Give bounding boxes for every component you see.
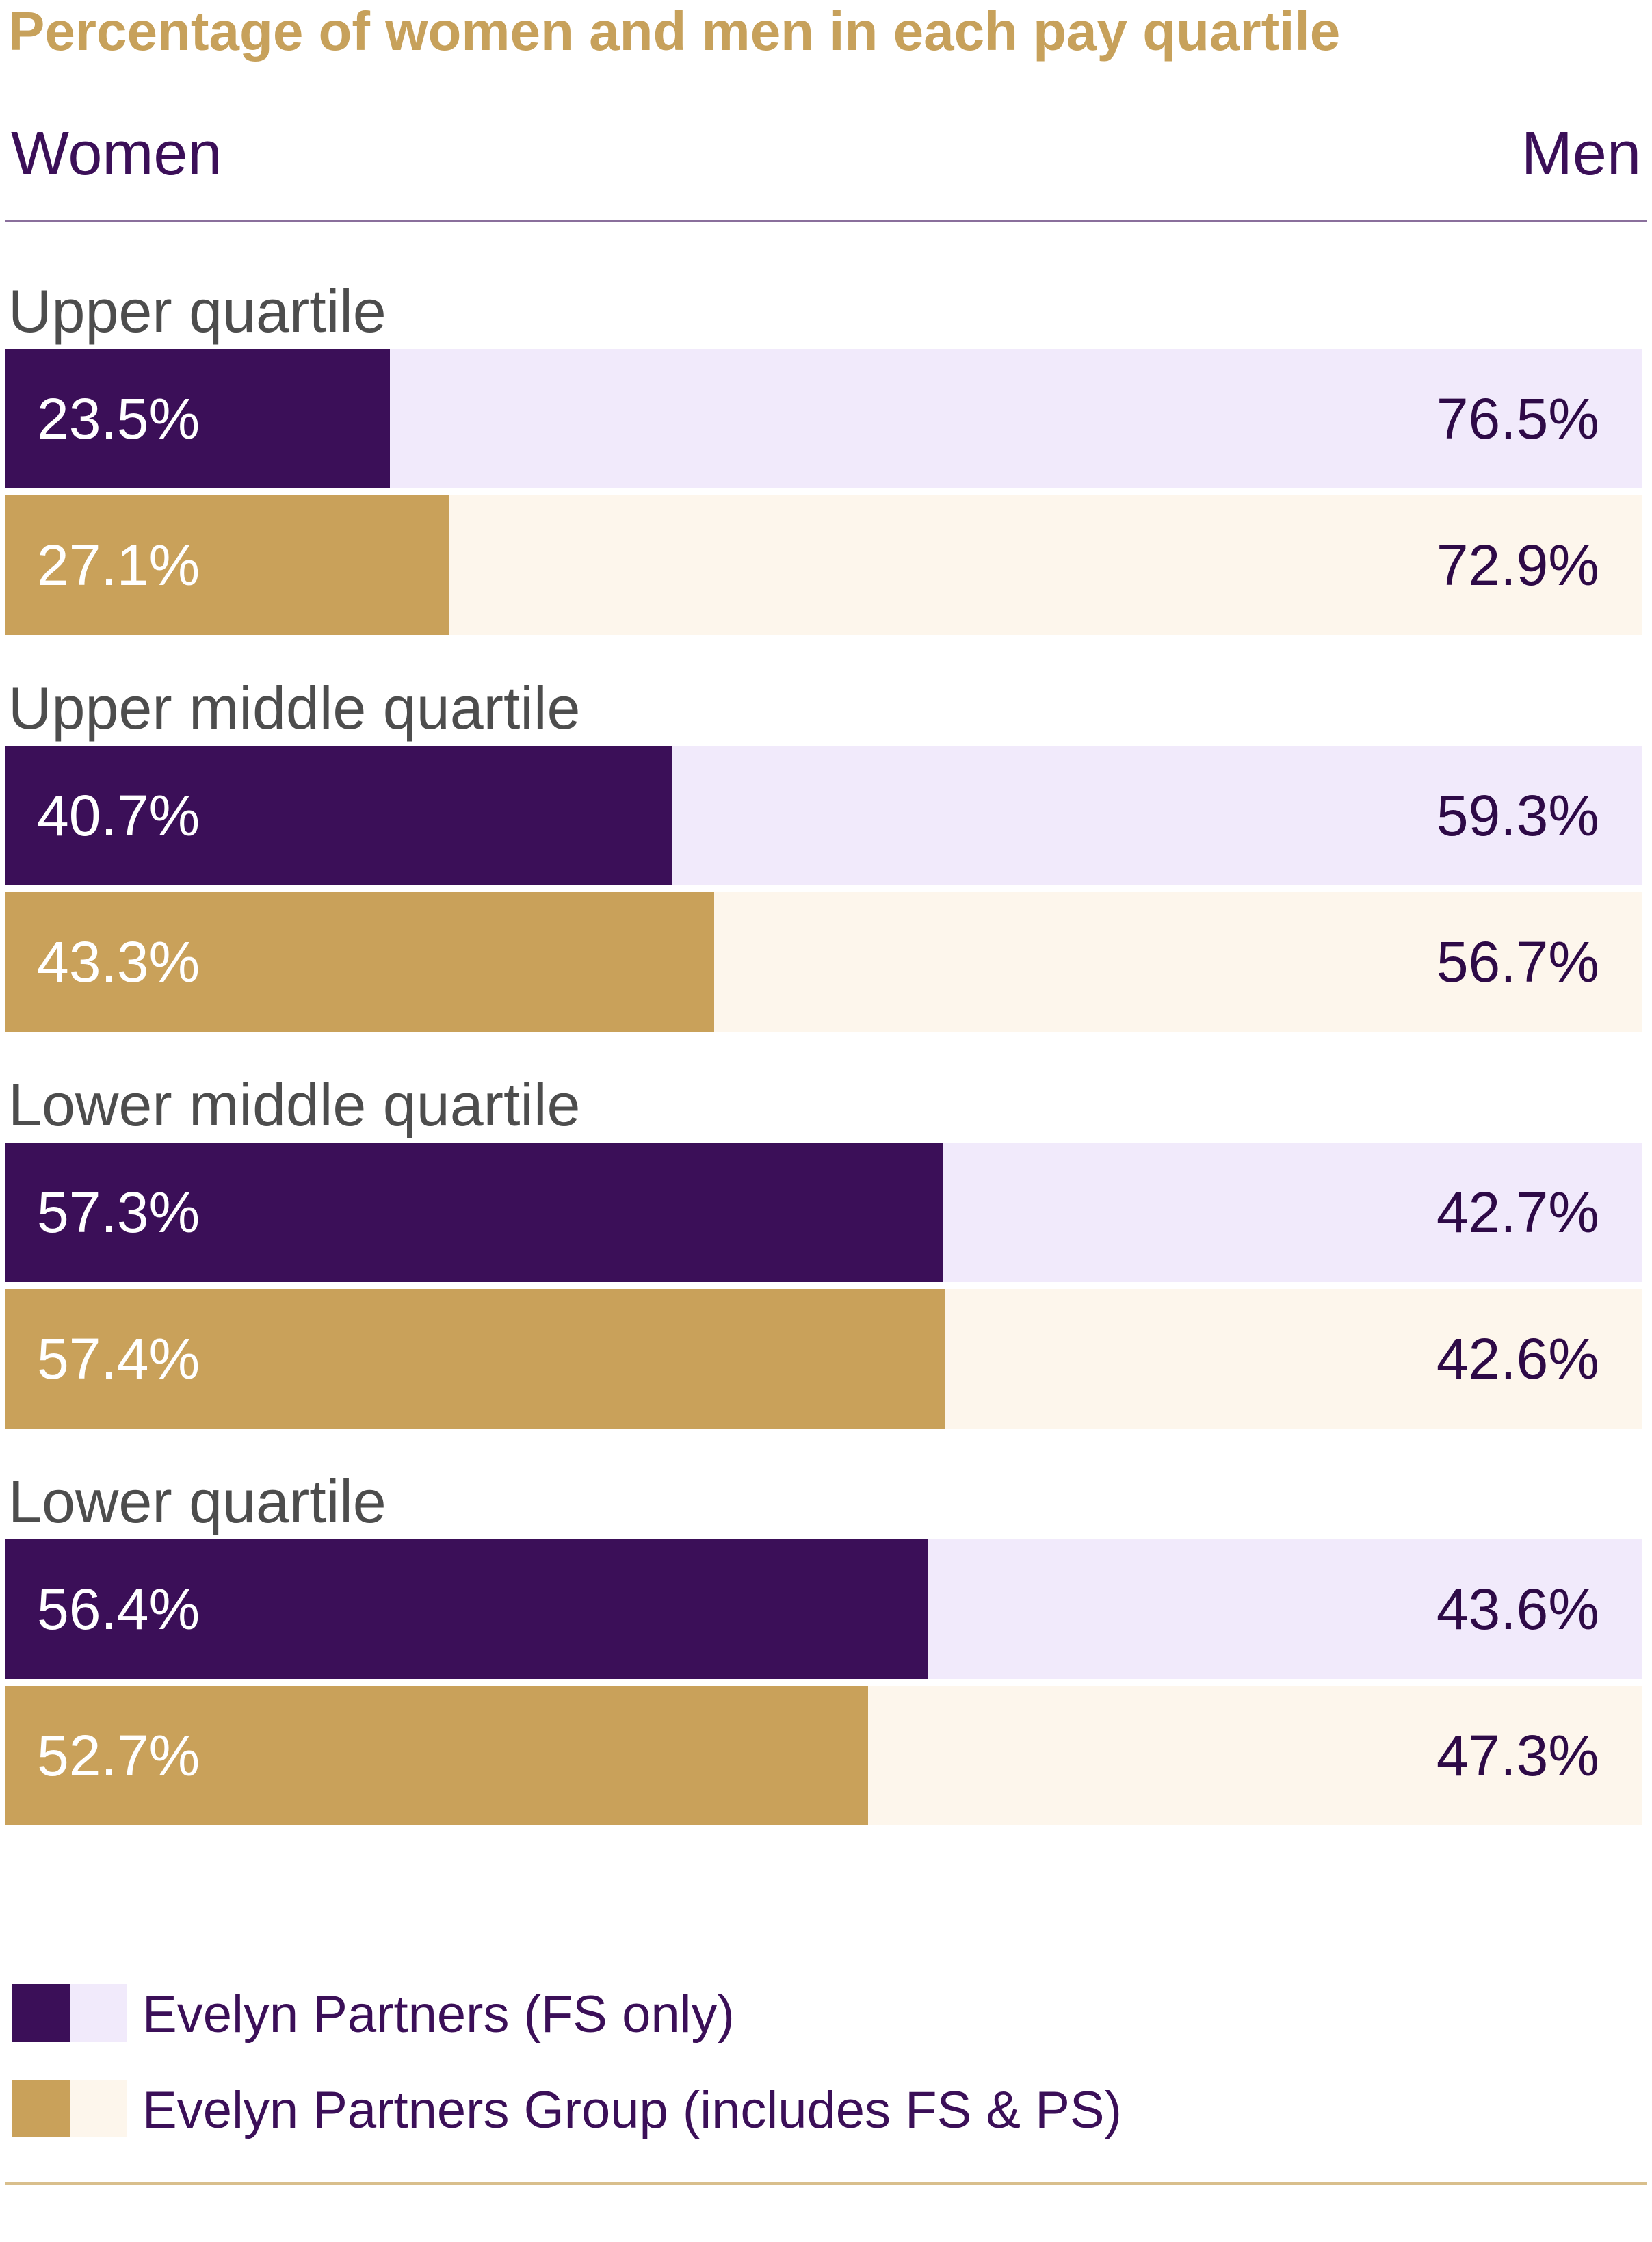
men-value-label: 59.3% <box>1436 783 1599 848</box>
footer-divider <box>5 2182 1647 2185</box>
legend-swatch-men <box>70 2080 127 2137</box>
quartile-label: Lower middle quartile <box>8 1071 581 1138</box>
legend-item: Evelyn Partners (FS only) <box>12 1984 1586 2046</box>
bar-row: 43.3% 56.7% <box>5 892 1642 1032</box>
bar-women-segment <box>5 1686 868 1825</box>
legend-swatch-women <box>12 1984 70 2042</box>
quartile-group: Lower middle quartile 57.3% 42.7% 57.4% 42.6… <box>0 1067 1652 1437</box>
men-value-label: 56.7% <box>1436 930 1599 994</box>
men-header: Men <box>1521 120 1641 188</box>
bar-row: 23.5% 76.5% <box>5 349 1642 488</box>
legend-label: Evelyn Partners Group (includes FS & PS) <box>142 2081 1122 2139</box>
legend-swatch-men <box>70 1984 127 2042</box>
quartile-groups: Upper quartile 23.5% 76.5% 27.1% 72.9% Upper … <box>0 274 1652 1834</box>
bar-women-segment <box>5 495 449 635</box>
bar-women-segment <box>5 1289 945 1429</box>
legend-swatch-women <box>12 2080 70 2137</box>
legend-label: Evelyn Partners (FS only) <box>142 1985 735 2044</box>
bar-women-segment <box>5 1539 929 1679</box>
women-value-label: 56.4% <box>37 1577 200 1641</box>
legend-item: Evelyn Partners Group (includes FS & PS) <box>12 2080 1586 2141</box>
men-value-label: 42.7% <box>1436 1180 1599 1244</box>
bar-row: 56.4% 43.6% <box>5 1539 1642 1679</box>
women-value-label: 43.3% <box>37 930 200 994</box>
women-value-label: 57.4% <box>37 1327 200 1391</box>
bar-row: 57.3% 42.7% <box>5 1143 1642 1282</box>
bar-women-segment <box>5 746 672 885</box>
quartile-label: Upper middle quartile <box>8 674 581 742</box>
bar-women-segment <box>5 892 714 1032</box>
women-value-label: 27.1% <box>37 533 200 597</box>
bar-row: 52.7% 47.3% <box>5 1686 1642 1825</box>
women-value-label: 40.7% <box>37 783 200 848</box>
men-value-label: 42.6% <box>1436 1327 1599 1391</box>
bar-women-segment <box>5 349 391 488</box>
women-value-label: 23.5% <box>37 387 200 451</box>
bar-row: 27.1% 72.9% <box>5 495 1642 635</box>
men-value-label: 76.5% <box>1436 387 1599 451</box>
bar-row: 57.4% 42.6% <box>5 1289 1642 1429</box>
legend: Evelyn Partners (FS only) Evelyn Partners… <box>12 1984 1586 2155</box>
quartile-group: Upper quartile 23.5% 76.5% 27.1% 72.9% <box>0 274 1652 643</box>
quartile-group: Upper middle quartile 40.7% 59.3% 43.3% 56.7… <box>0 670 1652 1040</box>
women-value-label: 57.3% <box>37 1180 200 1244</box>
header-divider <box>5 220 1647 222</box>
quartile-label: Lower quartile <box>8 1468 386 1535</box>
quartile-group: Lower quartile 56.4% 43.6% 52.7% 47.3% <box>0 1464 1652 1834</box>
bar-row: 40.7% 59.3% <box>5 746 1642 885</box>
men-value-label: 72.9% <box>1436 533 1599 597</box>
quartile-label: Upper quartile <box>8 277 386 345</box>
chart-title: Percentage of women and men in each pay … <box>8 1 1341 62</box>
men-value-label: 47.3% <box>1436 1723 1599 1788</box>
bar-women-segment <box>5 1143 943 1282</box>
women-value-label: 52.7% <box>37 1723 200 1788</box>
women-header: Women <box>11 120 222 188</box>
men-value-label: 43.6% <box>1436 1577 1599 1641</box>
